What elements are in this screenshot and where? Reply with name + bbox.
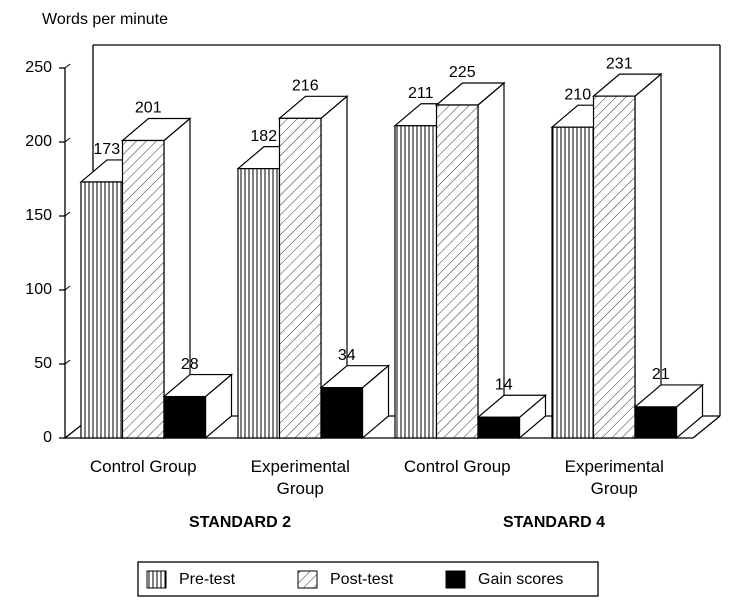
value-label: 173 <box>93 141 120 158</box>
x-tick-label: Experimental Group <box>250 457 350 498</box>
y-tick-label: 250 <box>25 59 52 76</box>
bar-front <box>163 395 207 439</box>
x-tick-label: Experimental Group <box>564 457 664 498</box>
bar <box>434 81 506 440</box>
x-tick-label: Control Group <box>89 457 197 476</box>
value-label: 201 <box>135 100 162 117</box>
bar <box>319 364 391 440</box>
tick-depth <box>64 433 71 439</box>
tick-depth <box>64 137 71 143</box>
value-label: 14 <box>495 376 513 393</box>
y-tick <box>59 433 71 439</box>
y-tick-label: 200 <box>25 133 52 150</box>
y-tick <box>59 211 71 217</box>
y-tick <box>59 137 71 143</box>
legend-box <box>137 561 599 597</box>
value-label: 211 <box>408 85 434 102</box>
value-label: 182 <box>250 128 277 145</box>
x-tick-label: Control Group <box>403 457 511 476</box>
y-tick-label: 0 <box>43 429 52 446</box>
bar <box>162 373 234 440</box>
legend-swatch <box>146 570 167 589</box>
value-label: 231 <box>606 55 633 72</box>
y-tick <box>59 63 71 69</box>
value-label: 28 <box>181 356 199 373</box>
bar-front <box>634 406 678 439</box>
group-label: STANDARD 4 <box>503 514 605 531</box>
bar-front <box>477 416 521 439</box>
bar-side <box>634 72 662 440</box>
y-tick-label: 100 <box>25 281 52 298</box>
value-label: 21 <box>652 366 670 383</box>
legend-swatch <box>297 570 318 589</box>
tick-depth <box>64 285 71 291</box>
bar <box>277 95 349 440</box>
y-tick-label: 150 <box>25 207 52 224</box>
tick-depth <box>64 359 71 365</box>
y-tick <box>59 359 71 365</box>
bar-front <box>80 181 124 439</box>
bar <box>476 393 548 440</box>
bar-front <box>435 104 479 439</box>
bar <box>633 383 705 440</box>
y-tick <box>59 285 71 291</box>
bar-front <box>320 387 364 439</box>
legend-label: Gain scores <box>478 571 563 588</box>
bar-front <box>278 117 322 439</box>
value-label: 34 <box>338 347 356 364</box>
value-label: 216 <box>292 78 319 95</box>
tick-depth <box>64 211 71 217</box>
legend-swatch <box>445 570 466 589</box>
bar-front <box>121 139 165 439</box>
y-axis-title: Words per minute <box>42 11 168 28</box>
bar-front <box>551 126 595 439</box>
group-label: STANDARD 2 <box>189 514 291 531</box>
bar-front <box>237 168 281 439</box>
value-label: 210 <box>564 86 591 103</box>
bar <box>120 117 192 440</box>
legend-label: Pre-test <box>179 571 236 588</box>
bar-front <box>592 95 636 439</box>
bar <box>591 72 663 440</box>
value-label: 225 <box>449 64 476 81</box>
bar-front <box>394 125 438 439</box>
y-tick-label: 50 <box>34 355 52 372</box>
legend-label: Post-test <box>330 571 394 588</box>
tick-depth <box>64 63 71 69</box>
